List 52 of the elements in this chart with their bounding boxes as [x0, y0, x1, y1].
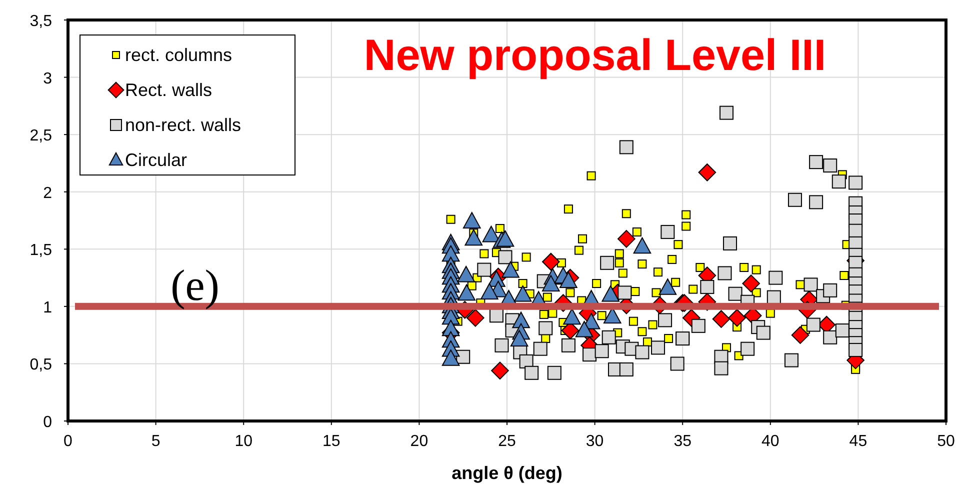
x-tick-label: 25 — [498, 433, 516, 450]
annotation: New proposal Level III — [364, 31, 826, 80]
point — [496, 230, 514, 247]
point — [491, 362, 509, 380]
point — [698, 163, 716, 182]
point — [502, 261, 520, 278]
legend-label: Rect. walls — [125, 80, 212, 100]
x-tick-label: 45 — [849, 433, 868, 450]
y-tick-label: 2,5 — [30, 128, 52, 145]
y-tick-label: 3 — [43, 70, 52, 88]
point — [542, 275, 560, 292]
y-tick-label: 1,5 — [30, 242, 52, 260]
x-tick-label: 10 — [234, 433, 253, 450]
point — [442, 350, 460, 366]
y-tick-label: 3,5 — [30, 13, 52, 30]
point — [462, 212, 481, 228]
point — [458, 284, 476, 301]
point — [466, 308, 484, 327]
x-tick-label: 15 — [322, 433, 340, 450]
point — [791, 326, 810, 344]
point — [633, 237, 652, 254]
y-tick-label: 0,5 — [30, 356, 52, 374]
x-tick-label: 30 — [586, 433, 604, 450]
y-tick-label: 1 — [43, 299, 52, 316]
x-tick-label: 35 — [674, 433, 692, 450]
x-tick-label: 5 — [151, 433, 160, 450]
legend-label: non-rect. walls — [125, 115, 242, 135]
x-tick-label: 40 — [762, 433, 780, 450]
x-tick-label: 20 — [410, 433, 428, 450]
point — [510, 330, 528, 346]
point — [542, 252, 560, 271]
legend-label: Circular — [125, 150, 188, 170]
point — [712, 310, 730, 328]
annotation: (e) — [170, 261, 220, 310]
point — [457, 266, 475, 282]
y-tick-label: 2 — [43, 184, 52, 202]
x-tick-label: 0 — [64, 433, 73, 450]
point — [658, 278, 677, 295]
point — [514, 285, 532, 302]
point — [618, 230, 636, 248]
point — [464, 229, 483, 246]
point — [575, 320, 594, 338]
point — [728, 308, 746, 327]
point — [742, 274, 760, 292]
point — [560, 272, 578, 288]
legend-label: rect. columns — [125, 45, 232, 65]
point — [480, 283, 498, 300]
point — [563, 308, 581, 325]
point — [602, 285, 620, 302]
x-tick-label: 50 — [937, 433, 955, 450]
x-axis-title: angle θ (deg) — [452, 463, 562, 483]
y-tick-label: 0 — [43, 414, 52, 431]
